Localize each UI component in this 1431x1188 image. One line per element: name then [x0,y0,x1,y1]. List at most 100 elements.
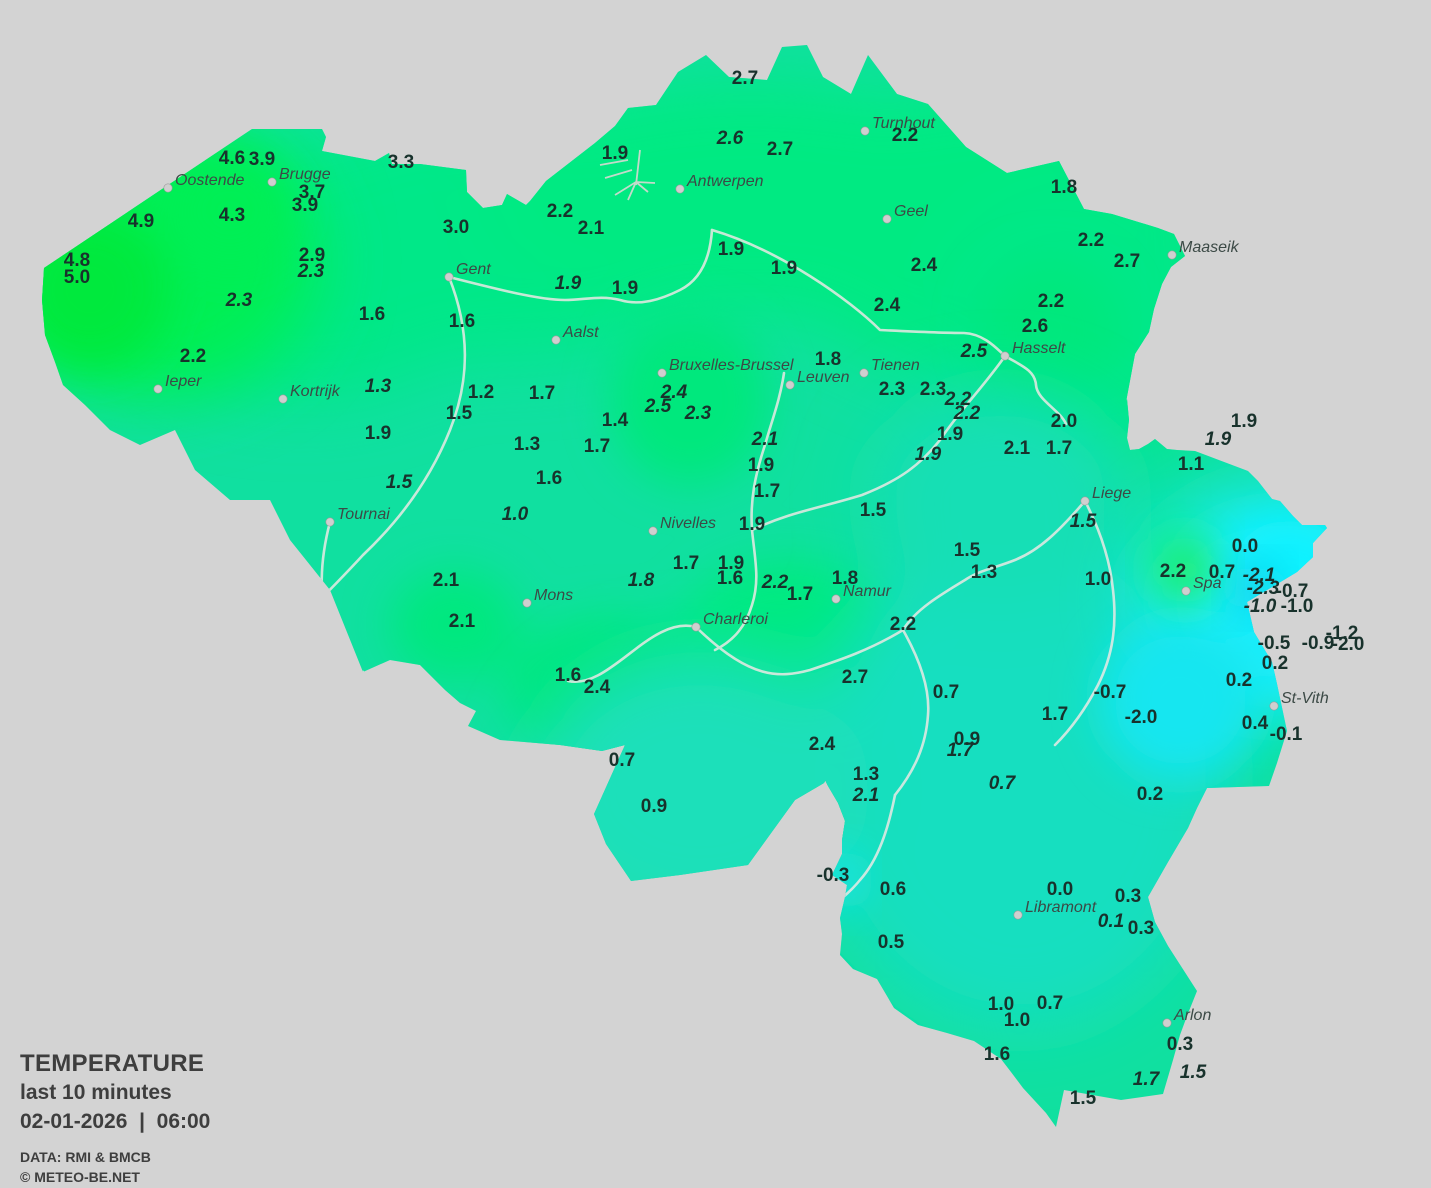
svg-text:Hasselt: Hasselt [1012,340,1066,357]
svg-text:2.1: 2.1 [852,785,879,806]
svg-text:2.1: 2.1 [1004,438,1031,459]
svg-text:1.5: 1.5 [446,403,473,424]
svg-text:1.5: 1.5 [1070,1088,1097,1109]
svg-text:1.5: 1.5 [860,500,887,521]
svg-text:1.0: 1.0 [502,504,529,525]
svg-text:1.7: 1.7 [584,436,610,457]
svg-text:3.9: 3.9 [292,195,318,216]
svg-text:2.0: 2.0 [1051,411,1077,432]
svg-text:0.2: 0.2 [1137,784,1163,805]
svg-text:2.4: 2.4 [874,295,901,316]
svg-text:0.3: 0.3 [1115,886,1141,907]
svg-text:0.9: 0.9 [641,796,667,817]
svg-text:1.3: 1.3 [971,562,997,583]
svg-text:0.6: 0.6 [880,879,906,900]
svg-text:1.9: 1.9 [718,239,744,260]
svg-text:2.2: 2.2 [890,614,916,635]
svg-text:1.6: 1.6 [536,468,562,489]
svg-text:-0.3: -0.3 [817,865,850,886]
svg-text:Tienen: Tienen [871,357,920,374]
svg-text:Gent: Gent [456,261,491,278]
svg-text:2.3: 2.3 [297,261,325,282]
svg-text:Nivelles: Nivelles [660,515,716,532]
svg-text:-0.5: -0.5 [1258,633,1291,654]
svg-text:1.7: 1.7 [1046,438,1072,459]
svg-text:1.9: 1.9 [739,514,765,535]
svg-text:Arlon: Arlon [1173,1007,1211,1024]
svg-text:1.9: 1.9 [555,273,582,294]
svg-text:1.4: 1.4 [602,410,629,431]
svg-text:1.9: 1.9 [1205,429,1232,450]
svg-text:Libramont: Libramont [1025,899,1097,916]
svg-text:1.6: 1.6 [359,304,385,325]
svg-text:2.2: 2.2 [892,125,918,146]
svg-text:2.5: 2.5 [960,341,988,362]
svg-text:1.6: 1.6 [449,311,475,332]
svg-text:Aalst: Aalst [562,324,599,341]
svg-text:1.3: 1.3 [365,376,392,397]
svg-text:0.1: 0.1 [1098,911,1124,932]
svg-text:2.4: 2.4 [584,677,611,698]
svg-text:Maaseik: Maaseik [1179,239,1240,256]
svg-text:0.7: 0.7 [1209,562,1235,583]
svg-text:Mons: Mons [534,587,573,604]
svg-text:1.2: 1.2 [468,382,494,403]
svg-text:Bruxelles-Brussel: Bruxelles-Brussel [669,357,794,374]
svg-text:2.5: 2.5 [644,396,672,417]
svg-text:Liege: Liege [1092,485,1131,502]
svg-text:2.1: 2.1 [578,218,605,239]
svg-text:1.3: 1.3 [853,764,879,785]
svg-text:2.6: 2.6 [716,128,744,149]
svg-text:2.2: 2.2 [547,201,573,222]
svg-text:1.6: 1.6 [717,568,743,589]
svg-text:1.7: 1.7 [754,481,780,502]
svg-text:0.0: 0.0 [1232,536,1258,557]
svg-text:1.8: 1.8 [628,570,655,591]
svg-text:0.2: 0.2 [1226,670,1252,691]
svg-text:0.3: 0.3 [1167,1034,1193,1055]
svg-text:-2.0: -2.0 [1125,707,1158,728]
svg-text:1.9: 1.9 [1231,411,1257,432]
svg-text:-2.0: -2.0 [1332,634,1365,655]
svg-text:1.9: 1.9 [771,258,797,279]
svg-text:1.7: 1.7 [529,383,555,404]
svg-text:2.2: 2.2 [953,403,981,424]
svg-text:1.8: 1.8 [832,568,858,589]
svg-text:2.3: 2.3 [920,379,946,400]
svg-text:0.2: 0.2 [1262,653,1288,674]
svg-text:5.0: 5.0 [64,267,90,288]
svg-text:0.7: 0.7 [989,773,1017,794]
svg-text:1.7: 1.7 [787,584,813,605]
svg-text:1.7: 1.7 [947,740,975,761]
svg-text:2.3: 2.3 [684,403,712,424]
svg-text:2.7: 2.7 [842,667,868,688]
svg-text:3.9: 3.9 [249,149,275,170]
svg-text:-1.0: -1.0 [1244,596,1277,617]
svg-text:1.0: 1.0 [1085,569,1111,590]
svg-text:1.5: 1.5 [386,472,413,493]
svg-text:2.2: 2.2 [1160,561,1186,582]
svg-text:1.9: 1.9 [915,444,942,465]
svg-text:Ieper: Ieper [165,373,202,390]
svg-text:2.7: 2.7 [767,139,793,160]
svg-text:1.9: 1.9 [365,423,391,444]
svg-text:2.7: 2.7 [1114,251,1140,272]
svg-text:0.5: 0.5 [878,932,905,953]
svg-text:0.3: 0.3 [1128,918,1154,939]
svg-text:1.6: 1.6 [984,1044,1010,1065]
svg-text:3.3: 3.3 [388,152,414,173]
svg-text:0.7: 0.7 [1037,993,1063,1014]
svg-text:2.2: 2.2 [761,572,789,593]
svg-text:2.2: 2.2 [1038,291,1064,312]
svg-text:2.1: 2.1 [433,570,460,591]
svg-text:1.3: 1.3 [514,434,540,455]
svg-text:4.9: 4.9 [128,211,154,232]
svg-text:2.4: 2.4 [911,255,938,276]
svg-text:0.7: 0.7 [933,682,959,703]
svg-text:2.3: 2.3 [879,379,905,400]
svg-text:0.4: 0.4 [1242,713,1269,734]
svg-text:4.6: 4.6 [219,148,245,169]
svg-text:Tournai: Tournai [337,506,390,523]
svg-text:2.7: 2.7 [732,68,758,89]
svg-text:4.3: 4.3 [219,205,245,226]
